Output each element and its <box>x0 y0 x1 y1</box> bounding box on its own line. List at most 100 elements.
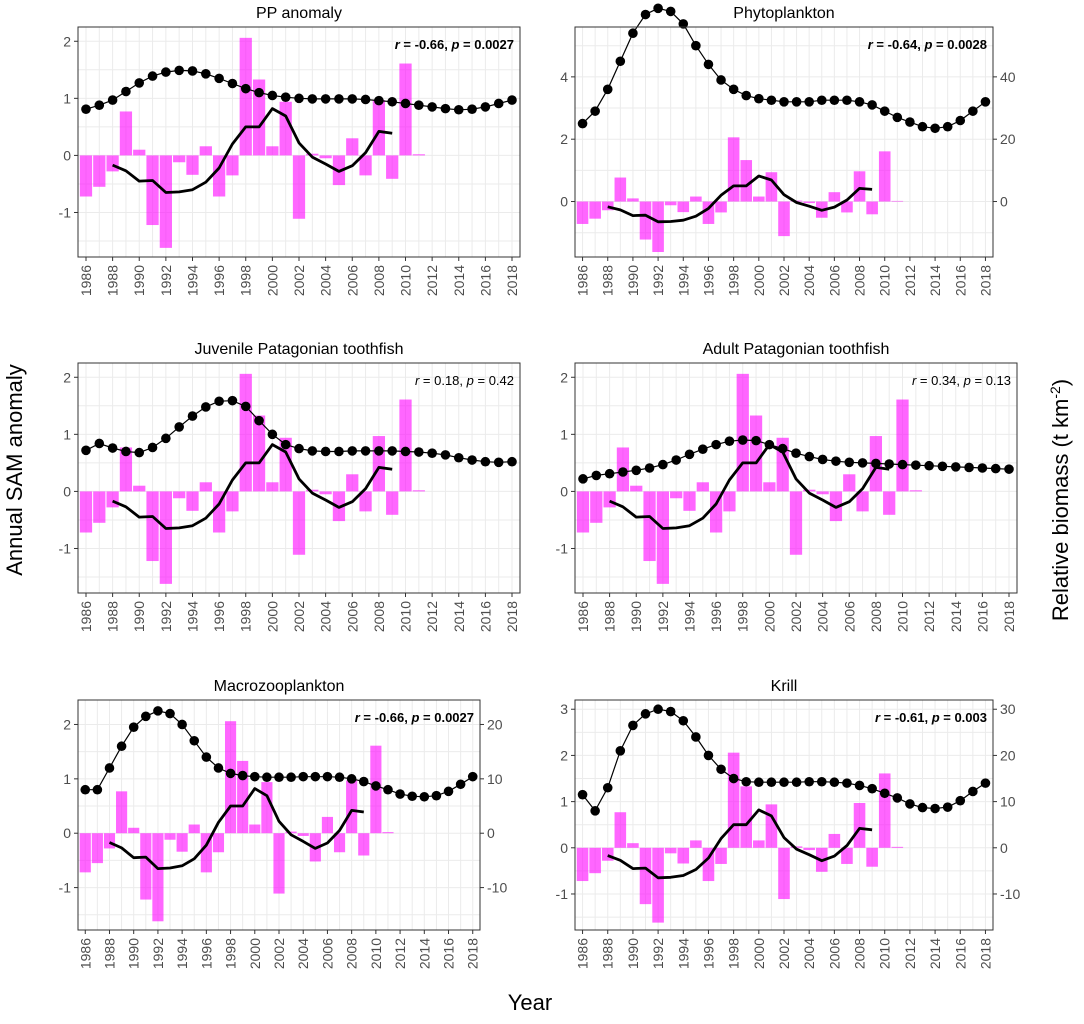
x-tick-label: 1990 <box>625 265 641 296</box>
biomass-point <box>980 778 991 788</box>
x-tick-label: 2016 <box>441 938 457 969</box>
biomass-point <box>911 460 921 470</box>
y2-tick-label: 0 <box>487 825 495 841</box>
biomass-point <box>964 462 974 473</box>
biomass-point <box>644 463 655 473</box>
biomass-point <box>678 715 689 726</box>
biomass-point <box>728 773 739 784</box>
biomass-point <box>892 112 903 123</box>
x-tick-label: 2008 <box>852 938 868 969</box>
sam-anomaly-bar <box>273 833 285 894</box>
sam-anomaly-bar <box>372 436 386 492</box>
biomass-point <box>854 96 865 107</box>
x-tick-label: 2012 <box>424 265 440 296</box>
x-tick-label: 2004 <box>815 601 831 632</box>
x-tick-label: 2010 <box>877 265 893 296</box>
stat-p-symbol: p <box>923 37 932 52</box>
biomass-point <box>227 395 238 406</box>
sam-anomaly-bar <box>856 491 869 512</box>
sam-anomaly-bar <box>627 843 639 848</box>
sam-anomaly-bar <box>727 752 740 848</box>
y-right-axis-title: Relative biomass (t km-2) <box>1047 379 1073 621</box>
biomass-point <box>754 777 764 788</box>
biomass-point <box>92 784 103 795</box>
sam-anomaly-bar <box>715 847 727 864</box>
sam-anomaly-bar <box>670 491 683 499</box>
biomass-point <box>371 781 381 791</box>
biomass-point <box>225 768 236 779</box>
y-tick-label: 2 <box>560 747 568 763</box>
stat-p-value: = 0.13 <box>971 373 1011 388</box>
x-tick-label: 2006 <box>319 938 335 969</box>
x-tick-label: 2014 <box>948 601 964 632</box>
biomass-point <box>81 104 91 114</box>
biomass-point <box>950 462 961 472</box>
sam-anomaly-bar <box>386 155 399 179</box>
biomass-point <box>307 94 318 104</box>
sam-anomaly-bar <box>186 491 199 511</box>
sam-anomaly-bar <box>896 399 909 492</box>
y-left-axis-title: Annual SAM anomaly <box>2 364 27 576</box>
biomass-point <box>737 435 748 445</box>
x-tick-label: 2000 <box>761 601 777 632</box>
x-tick-label: 1996 <box>211 601 227 632</box>
x-tick-label: 2018 <box>977 265 993 296</box>
biomass-point <box>507 95 517 105</box>
biomass-point <box>618 467 628 477</box>
x-tick-label: 1996 <box>708 601 724 632</box>
biomass-point <box>577 118 588 129</box>
sam-anomaly-bar <box>106 491 119 508</box>
correlation-stat: r = -0.61, p = 0.003 <box>875 710 987 725</box>
x-tick-label: 2000 <box>751 938 767 969</box>
panel-title: Phytoplankton <box>733 5 834 22</box>
sam-anomaly-bar <box>93 155 106 187</box>
x-tick-label: 1990 <box>131 265 147 296</box>
y-tick-label: -1 <box>556 540 569 556</box>
x-tick-label: 2004 <box>318 265 334 296</box>
sam-smoothed-line <box>112 443 393 530</box>
sam-anomaly-bar <box>891 200 904 202</box>
stat-p-symbol: p <box>410 710 419 725</box>
biomass-point <box>665 6 676 17</box>
biomass-point <box>358 776 369 787</box>
x-tick-label: 1996 <box>700 938 716 969</box>
x-tick-label: 1994 <box>675 265 691 296</box>
y-tick-label: 4 <box>560 69 568 85</box>
biomass-point <box>267 90 278 101</box>
biomass-point <box>703 59 714 70</box>
biomass-point <box>310 771 321 782</box>
sam-anomaly-bar <box>639 847 652 905</box>
sam-anomaly-bar <box>589 201 601 219</box>
x-tick-label: 2008 <box>371 601 387 632</box>
sam-anomaly-bar <box>146 155 159 226</box>
sam-anomaly-bar <box>576 201 589 224</box>
biomass-point <box>274 772 284 783</box>
biomass-point <box>400 98 411 109</box>
biomass-point <box>829 95 840 106</box>
x-tick-label: 2000 <box>264 265 280 296</box>
x-tick-label: 1986 <box>78 265 94 296</box>
biomass-point <box>161 67 171 77</box>
sam-anomaly-bar <box>702 201 715 224</box>
biomass-point <box>443 786 454 797</box>
biomass-point <box>94 438 105 449</box>
x-tick-label: 2012 <box>902 938 918 969</box>
sam-smoothed-line <box>607 174 873 224</box>
sam-anomaly-bar <box>753 196 765 202</box>
biomass-point <box>917 802 928 813</box>
panel-title: Juvenile Patagonian toothfish <box>194 341 403 358</box>
stat-r-symbol: r <box>355 710 361 725</box>
sam-anomaly-bar <box>709 491 723 533</box>
sam-anomaly-bar <box>803 847 815 851</box>
y-tick-label: -1 <box>556 886 569 902</box>
x-tick-label: 1994 <box>184 601 200 632</box>
sam-anomaly-bar <box>652 847 664 923</box>
biomass-point <box>427 448 437 458</box>
y-tick-label: -1 <box>59 204 72 220</box>
sam-anomaly-bar <box>765 172 778 202</box>
biomass-point <box>174 65 184 76</box>
sam-anomaly-bar <box>200 833 212 873</box>
biomass-point <box>294 93 304 104</box>
